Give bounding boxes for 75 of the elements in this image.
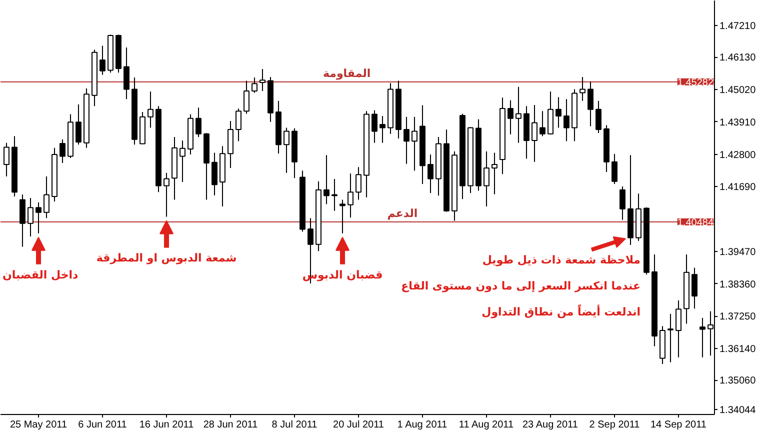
- candlestick: [44, 176, 50, 219]
- candlestick: [180, 140, 186, 182]
- candlestick: [372, 110, 378, 144]
- candlestick: [356, 166, 362, 200]
- candlestick: [148, 91, 154, 128]
- candlestick: [36, 202, 42, 234]
- x-tick-label: 20 Jul 2011: [333, 420, 384, 430]
- candlestick: [164, 172, 170, 218]
- candlestick: [252, 77, 258, 94]
- y-tick-label: 1.38360: [720, 279, 756, 290]
- candlestick: [284, 127, 290, 174]
- candlestick: [700, 317, 706, 358]
- candlestick: [612, 153, 618, 185]
- candlestick: [28, 198, 34, 238]
- candlestick: [692, 267, 698, 310]
- candlestick: [348, 173, 354, 218]
- candlestick: [588, 81, 594, 127]
- annotation: ملاحظة شمعة ذات ذيل طويل عندما انكسر السعر إلى ما دون مستوى القاع اندلعت أيضاً من نطاق التداول: [401, 254, 641, 319]
- candlestick: [580, 76, 586, 102]
- candlestick: [532, 104, 538, 162]
- y-tick-label: 1.35060: [720, 376, 756, 387]
- candlestick: [236, 108, 242, 142]
- annotation: داخل القضبان: [2, 268, 79, 282]
- y-tick-label: 1.41690: [720, 182, 756, 194]
- y-tick-label: 1.34044: [720, 405, 756, 416]
- candlestick: [668, 313, 674, 363]
- y-tick-label: 1.39470: [720, 246, 756, 258]
- candlestick: [516, 86, 522, 144]
- candlestick: [564, 98, 570, 142]
- candlestick: [260, 68, 266, 92]
- x-tick-label: 28 Jun 2011: [203, 420, 258, 430]
- candlestick: [212, 152, 218, 196]
- candlestick: [196, 107, 202, 138]
- candlestick: [60, 138, 66, 164]
- x-tick-label: 8 Jul 2011: [272, 420, 318, 430]
- y-tick-label: 1.42800: [720, 150, 756, 161]
- y-tick-label: 1.43910: [720, 117, 756, 128]
- y-tick-label: 1.47210: [720, 21, 756, 32]
- candlestick: [492, 152, 498, 195]
- candlestick: [412, 116, 418, 172]
- y-tick-label: 1.45020: [720, 84, 756, 96]
- annotation: 1.40484: [677, 217, 714, 228]
- x-tick-label: 23 Aug 2011: [522, 420, 578, 430]
- candlestick: [508, 100, 514, 135]
- annotation: شمعة الدبوس او المطرقة: [96, 252, 237, 265]
- candlestick: [596, 100, 602, 134]
- candlestick: [484, 150, 490, 207]
- x-tick-label: 2 Sep 2011: [589, 420, 640, 430]
- candlestick: [244, 80, 250, 114]
- x-tick-label: 6 Jun 2011: [78, 420, 128, 430]
- candlestick: [380, 116, 386, 144]
- x-tick-label: 16 Jun 2011: [139, 420, 194, 430]
- candlestick: [76, 104, 82, 146]
- y-tick-label: 1.37250: [720, 312, 756, 323]
- x-tick-label: 1 Aug 2011: [397, 420, 448, 430]
- x-tick-label: 11 Aug 2011: [458, 420, 514, 430]
- candlestick: [404, 116, 410, 164]
- candlestick: [428, 154, 434, 194]
- annotation: 1.45282: [677, 77, 714, 88]
- candlestick: [340, 199, 346, 234]
- candlestick: [20, 194, 26, 248]
- ref-line-label: المقاومة: [322, 66, 371, 80]
- candlestick: [324, 154, 330, 205]
- candlestick: [620, 186, 626, 220]
- candlestick: [100, 45, 106, 76]
- y-tick-label: 1.36140: [720, 344, 756, 356]
- y-tick-label: 1.46130: [720, 52, 756, 64]
- candlestick: [556, 96, 562, 128]
- candlestick: [124, 46, 130, 100]
- ref-line-label: الدعم: [387, 206, 418, 220]
- candlestick: [676, 300, 682, 358]
- x-tick-label: 14 Sep 2011: [650, 420, 707, 430]
- x-tick-label: 25 May 2011: [10, 420, 68, 430]
- candlestick: [4, 142, 10, 177]
- candlestick: [540, 110, 546, 137]
